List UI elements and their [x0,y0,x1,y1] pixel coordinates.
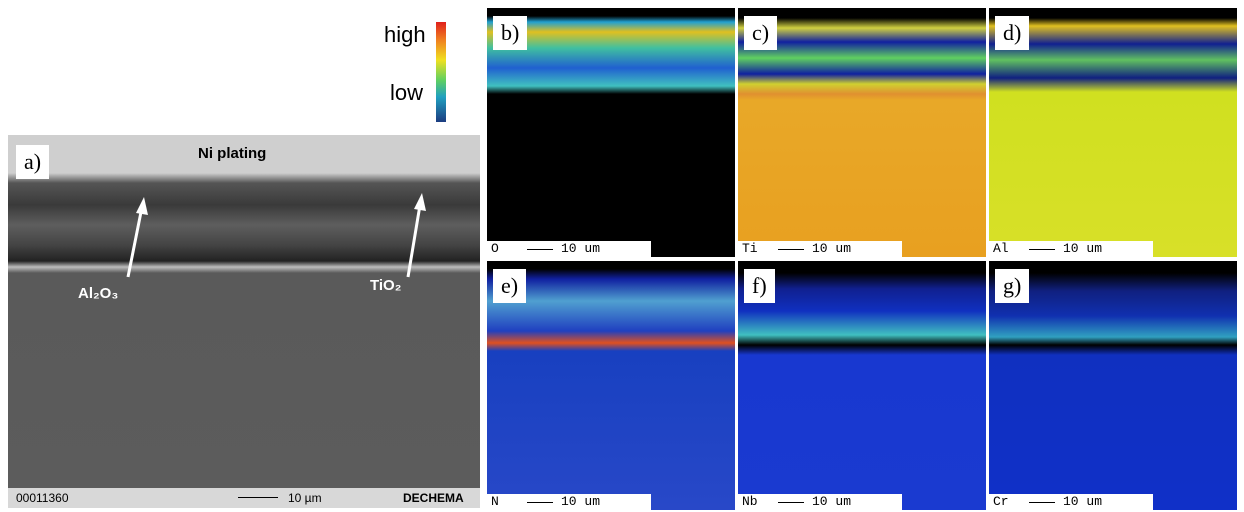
image-id: 00011360 [16,491,69,505]
sem-footer: 00011360 10 µm DECHEMA [8,488,480,508]
scale-bar [238,497,278,498]
map-footer: N 10 um [487,494,651,510]
scale-text: 10 µm [288,491,322,505]
scale-text: 10 um [812,241,852,256]
element-name: Ti [742,241,758,256]
edx-map: b) O 10 um [487,8,735,257]
tio2-label: TiO₂ [370,277,402,294]
map-footer: Al 10 um [989,241,1153,257]
panel-label: a) [16,145,50,179]
panel-label: d) [995,16,1030,50]
arrows [126,193,426,278]
element-name: N [491,494,499,509]
logo: DECHEMA [403,491,464,505]
edx-map: c) Ti 10 um [738,8,986,257]
scale-bar [527,502,553,503]
scale-bar [1029,249,1055,250]
panel-label: g) [995,269,1030,303]
panel-label: f) [744,269,775,303]
scale-text: 10 um [1063,241,1103,256]
sem-image: a) Ni plating Al₂O₃ TiO₂ 00011360 10 µm … [8,135,480,508]
edx-map: g) Cr 10 um [989,261,1237,510]
scale-bar [527,249,553,250]
edx-map: f) Nb 10 um [738,261,986,510]
map-footer: O 10 um [487,241,651,257]
ni-plating-label: Ni plating [198,145,267,162]
element-name: Al [993,241,1009,256]
map-footer: Nb 10 um [738,494,902,510]
edx-map: e) N 10 um [487,261,735,510]
map-footer: Ti 10 um [738,241,902,257]
scale-bar [1029,502,1055,503]
colorbar-high: high [384,22,426,47]
colorbar-low: low [390,80,424,105]
map-footer: Cr 10 um [989,494,1153,510]
element-name: Cr [993,494,1009,509]
panel-label: c) [744,16,778,50]
scale-text: 10 um [1063,494,1103,509]
colorbar [436,22,446,122]
panel-label: b) [493,16,528,50]
scale-text: 10 um [561,241,601,256]
scale-text: 10 um [561,494,601,509]
element-name: O [491,241,499,256]
edx-map: d) Al 10 um [989,8,1237,257]
panel-label: e) [493,269,527,303]
scale-bar [778,249,804,250]
al2o3-label: Al₂O₃ [78,285,119,302]
element-name: Nb [742,494,758,509]
scale-text: 10 um [812,494,852,509]
scale-bar [778,502,804,503]
